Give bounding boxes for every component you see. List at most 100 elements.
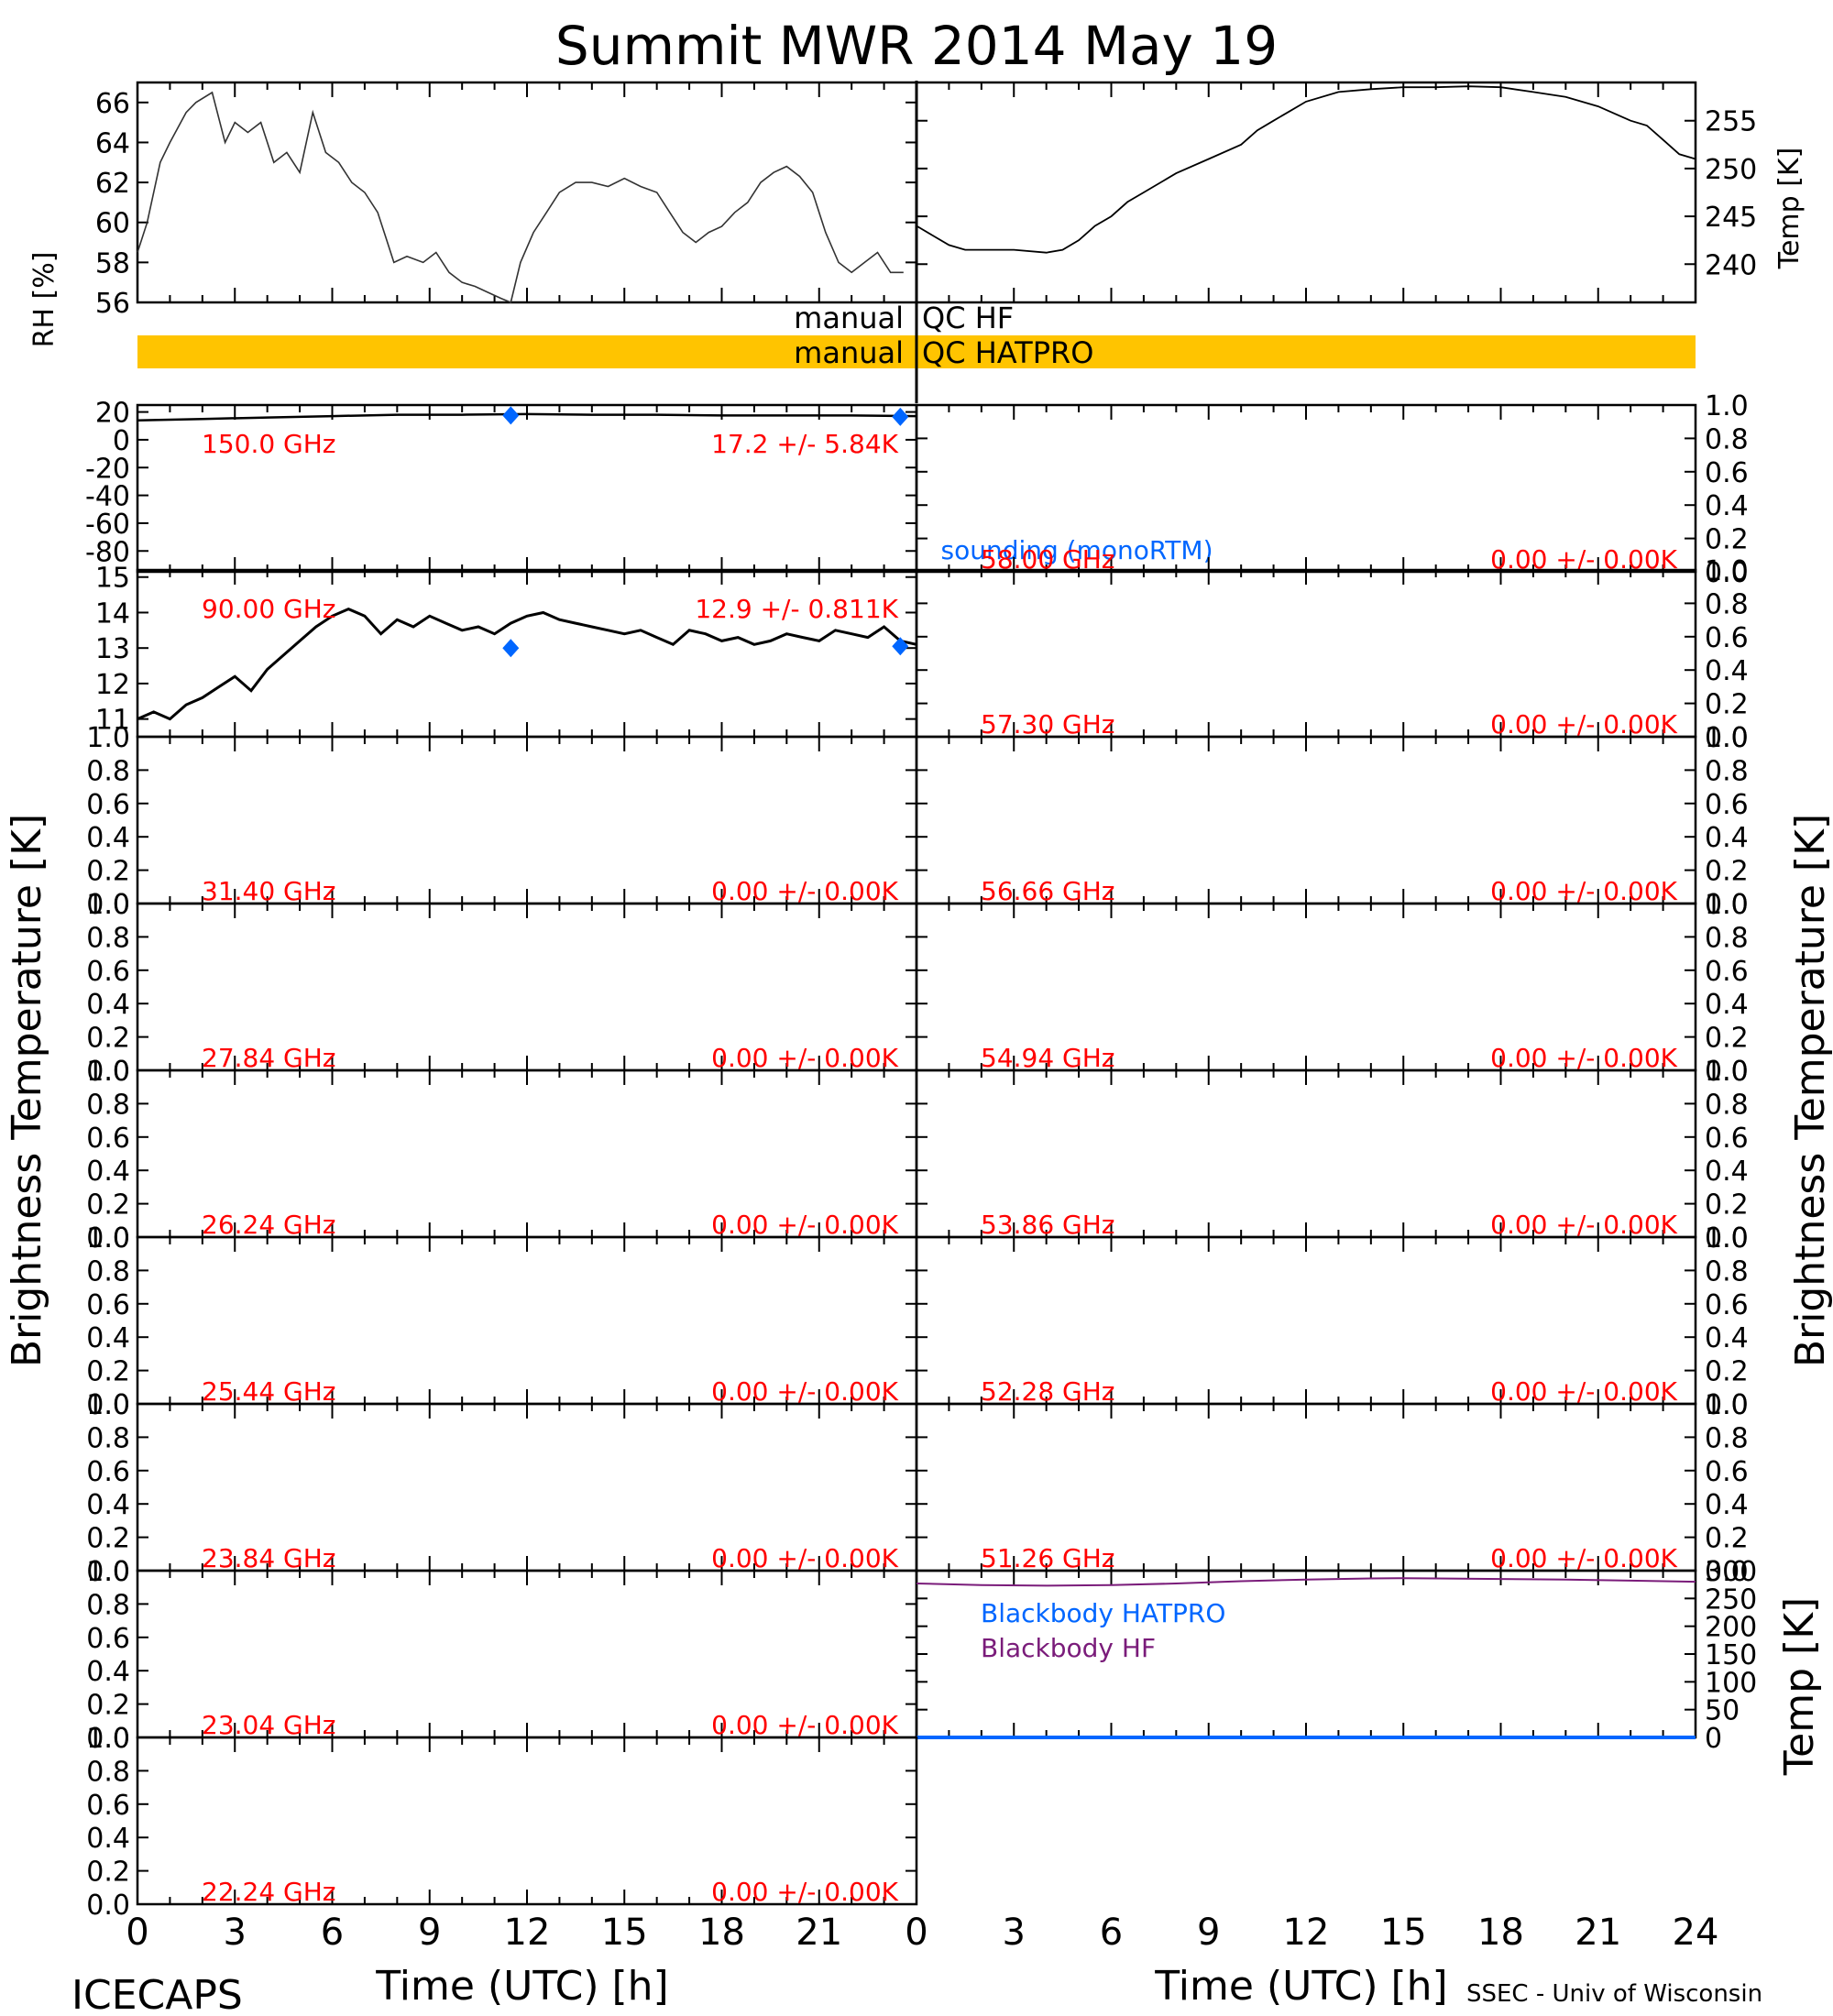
panel-51-26-ghz-y-tick-label: 1.0 xyxy=(1705,1389,1749,1421)
blackbody-series-hf xyxy=(916,1577,1696,1587)
panel-27-84-ghz-y-tick-label: 0.2 xyxy=(86,1023,130,1055)
panel-53-86-ghz-y-tick-label: 0.6 xyxy=(1705,1123,1749,1155)
panel-blackbody-y-tick-label: 100 xyxy=(1705,1667,1757,1699)
panel-54-94-ghz-y-tick-label: 0.0 xyxy=(1705,1056,1749,1088)
panel-53-86-ghz-y-tick-label: 0.4 xyxy=(1705,1156,1749,1188)
temp-axis-label-top: Temp [K] xyxy=(1773,148,1806,270)
panel-150-0-ghz-y-tick-label: -20 xyxy=(85,453,130,485)
panel-51-26-ghz-y-tick-label: 0.0 xyxy=(1705,1556,1749,1588)
panel-57-30-ghz-y-tick-label: 0.4 xyxy=(1705,655,1749,687)
panel-54-94-ghz-y-tick-label: 0.6 xyxy=(1705,956,1749,988)
panel-23-04-ghz-y-tick-label: 0.8 xyxy=(86,1589,130,1621)
panel-56-66-ghz-freq-label: 56.66 GHz xyxy=(981,876,1115,906)
panel-51-26-ghz-freq-label: 51.26 GHz xyxy=(981,1543,1115,1573)
rh-panel-y-tick-label: 66 xyxy=(95,88,130,120)
rh-panel-y-tick-label: 62 xyxy=(95,168,130,200)
panel-56-66-ghz-y-tick-label: 0.6 xyxy=(1705,789,1749,821)
panel-26-24-ghz-y-tick-label: 0.0 xyxy=(86,1222,130,1255)
panel-52-28-ghz-y-tick-label: 0.0 xyxy=(1705,1389,1749,1421)
panel-57-30-ghz-y-tick-label: 0.8 xyxy=(1705,588,1749,620)
panel-25-44-ghz-y-tick-label: 0.0 xyxy=(86,1389,130,1421)
rh-panel-y-tick-label: 60 xyxy=(95,208,130,240)
panel-52-28-ghz-y-tick-label: 0.8 xyxy=(1705,1255,1749,1287)
panel-56-66-ghz-y-tick-label: 0.2 xyxy=(1705,856,1749,888)
panel-51-26-ghz-y-tick-label: 0.8 xyxy=(1705,1422,1749,1454)
panel-26-24-ghz-y-tick-label: 0.8 xyxy=(86,1089,130,1121)
panel-31-40-ghz-y-tick-label: 1.0 xyxy=(86,722,130,754)
panel-22-24-ghz-y-tick-label: 0.0 xyxy=(86,1890,130,1922)
panel-23-84-ghz-y-tick-label: 0.8 xyxy=(86,1422,130,1454)
panel-blackbody-y-tick-label: 0 xyxy=(1705,1723,1722,1755)
panel-25-44-ghz-y-tick-label: 0.6 xyxy=(86,1289,130,1321)
panel-51-26-ghz-stat-label: 0.00 +/- 0.00K xyxy=(1490,1543,1677,1573)
panel-52-28-ghz-y-tick-label: 0.2 xyxy=(1705,1356,1749,1388)
panel-150-0-ghz-y-tick-label: -80 xyxy=(85,536,130,568)
panel-56-66-ghz-y-tick-label: 0.4 xyxy=(1705,822,1749,854)
temp-axis-label-bottom: Temp [K] xyxy=(1776,1597,1823,1776)
panel-51-26-ghz-y-tick-label: 0.4 xyxy=(1705,1489,1749,1521)
panel-54-94-ghz-y-tick-label: 0.8 xyxy=(1705,922,1749,954)
panel-23-04-ghz-y-tick-label: 0.4 xyxy=(86,1656,130,1688)
panel-25-44-ghz-y-tick-label: 1.0 xyxy=(86,1222,130,1255)
panel-58-00-ghz-y-tick-label: 0.0 xyxy=(1705,557,1749,589)
panel-blackbody-y-tick-label: 50 xyxy=(1705,1695,1740,1727)
legend-blackbody-hatpro: Blackbody HATPRO xyxy=(981,1598,1225,1628)
panel-58-00-ghz-y-tick-label: 0.4 xyxy=(1705,490,1749,522)
panel-31-40-ghz-freq-label: 31.40 GHz xyxy=(202,876,336,906)
x-tick-label-right: 0 xyxy=(905,1912,927,1954)
legend-blackbody-hf: Blackbody HF xyxy=(981,1633,1156,1663)
panel-26-24-ghz-stat-label: 0.00 +/- 0.00K xyxy=(711,1210,898,1240)
panel-23-84-ghz-y-tick-label: 0.2 xyxy=(86,1523,130,1555)
panel-90-00-ghz-y-tick-label: 14 xyxy=(95,597,130,630)
panel-27-84-ghz-y-tick-label: 0.8 xyxy=(86,922,130,954)
panel-25-44-ghz-y-tick-label: 0.2 xyxy=(86,1356,130,1388)
x-tick-label-right: 6 xyxy=(1100,1912,1123,1954)
temp-panel-y-tick-label: 245 xyxy=(1705,202,1757,234)
panel-31-40-ghz-stat-label: 0.00 +/- 0.00K xyxy=(711,876,898,906)
panel-31-40-ghz-y-tick-label: 0.2 xyxy=(86,856,130,888)
panel-150-0-ghz-y-tick-label: 20 xyxy=(95,398,130,430)
icecaps-label: ICECAPS xyxy=(71,1972,243,2016)
panel-27-84-ghz-y-tick-label: 0.0 xyxy=(86,1056,130,1088)
temp-panel-y-tick-label: 250 xyxy=(1705,154,1757,186)
panel-23-04-ghz-y-tick-label: 0.0 xyxy=(86,1723,130,1755)
panel-31-40-ghz-y-tick-label: 0.0 xyxy=(86,889,130,921)
panel-53-86-ghz-y-tick-label: 0.0 xyxy=(1705,1222,1749,1255)
panel-52-28-ghz-y-tick-label: 1.0 xyxy=(1705,1222,1749,1255)
panel-25-44-ghz-stat-label: 0.00 +/- 0.00K xyxy=(711,1376,898,1407)
panel-56-66-ghz-y-tick-label: 0.8 xyxy=(1705,755,1749,787)
panel-150-0-ghz-y-tick-label: -40 xyxy=(85,481,130,513)
panel-26-24-ghz-y-tick-label: 0.2 xyxy=(86,1189,130,1222)
figure-title: Summit MWR 2014 May 19 xyxy=(555,15,1278,77)
panel-57-30-ghz-freq-label: 57.30 GHz xyxy=(981,709,1115,740)
panel-58-00-ghz-y-tick-label: 0.6 xyxy=(1705,457,1749,489)
panel-23-84-ghz-stat-label: 0.00 +/- 0.00K xyxy=(711,1543,898,1573)
ssec-credit: SSEC - Univ of Wisconsin xyxy=(1466,1980,1762,2008)
tb-axis-label-right: Brightness Temperature [K] xyxy=(1787,814,1833,1367)
x-tick-label-right: 9 xyxy=(1197,1912,1220,1954)
panel-23-04-ghz-stat-label: 0.00 +/- 0.00K xyxy=(711,1710,898,1740)
x-tick-label-right: 12 xyxy=(1283,1912,1330,1954)
panel-27-84-ghz-y-tick-label: 0.4 xyxy=(86,989,130,1021)
x-axis-title-left: Time (UTC) [h] xyxy=(375,1963,668,2010)
rh-panel-frame xyxy=(136,81,918,304)
sounding-legend-label: sounding (monoRTM) xyxy=(941,535,1213,565)
x-tick-label-left: 6 xyxy=(321,1912,344,1954)
panel-90-00-ghz-y-tick-label: 15 xyxy=(95,563,130,595)
x-tick-label-left: 18 xyxy=(698,1912,745,1954)
panel-150-0-ghz-y-tick-label: 0 xyxy=(113,425,130,457)
qc-hf-label: QC HF xyxy=(922,301,1014,335)
panel-26-24-ghz-y-tick-label: 0.6 xyxy=(86,1123,130,1155)
panel-22-24-ghz-y-tick-label: 1.0 xyxy=(86,1723,130,1755)
panel-23-04-ghz-y-tick-label: 0.6 xyxy=(86,1623,130,1655)
panel-22-24-ghz-y-tick-label: 0.6 xyxy=(86,1790,130,1822)
panel-27-84-ghz-freq-label: 27.84 GHz xyxy=(202,1043,336,1073)
sounding-marker xyxy=(892,637,909,656)
panel-blackbody-y-tick-label: 150 xyxy=(1705,1639,1757,1671)
qc-hatpro-manual-label: manual xyxy=(794,335,904,370)
panel-90-00-ghz-y-tick-label: 13 xyxy=(95,633,130,665)
panel-31-40-ghz-y-tick-label: 0.8 xyxy=(86,755,130,787)
panel-53-86-ghz-y-tick-label: 0.8 xyxy=(1705,1089,1749,1121)
panel-150-0-ghz-freq-label: 150.0 GHz xyxy=(202,429,336,459)
